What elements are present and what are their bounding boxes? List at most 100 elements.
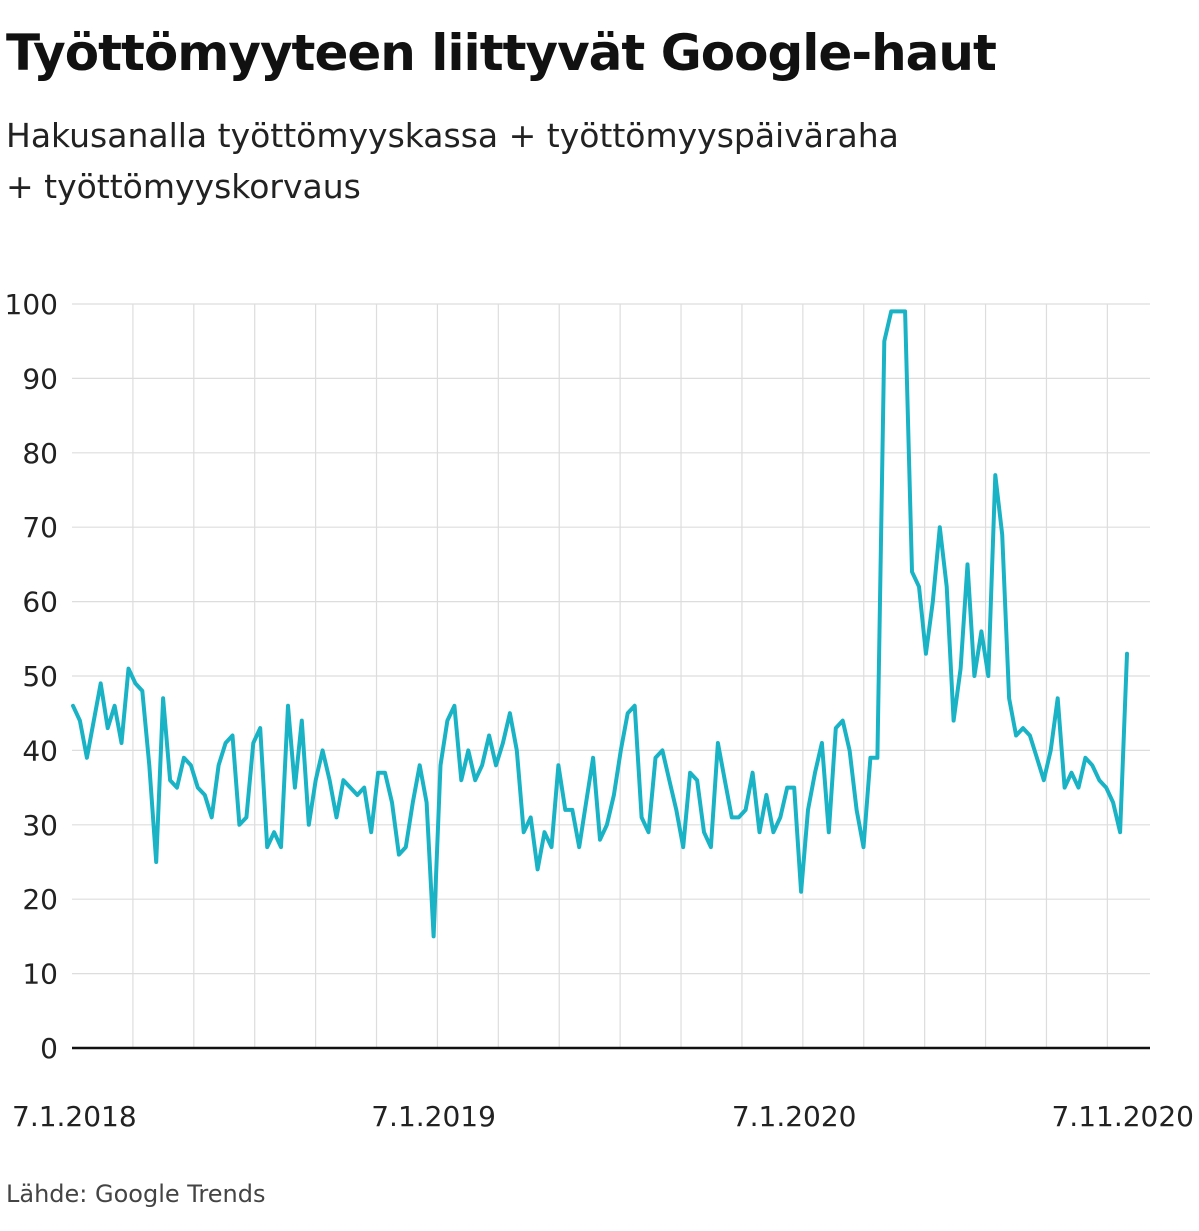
data-point bbox=[251, 741, 255, 745]
data-point bbox=[660, 748, 664, 752]
data-point bbox=[1070, 771, 1074, 775]
data-point bbox=[598, 838, 602, 842]
data-point bbox=[1104, 786, 1108, 790]
data-point bbox=[452, 704, 456, 708]
data-point bbox=[272, 830, 276, 834]
data-point bbox=[1125, 652, 1129, 656]
data-point bbox=[889, 309, 893, 313]
data-point bbox=[924, 652, 928, 656]
data-point bbox=[1118, 830, 1122, 834]
data-point bbox=[279, 845, 283, 849]
data-point bbox=[210, 815, 214, 819]
data-point bbox=[355, 793, 359, 797]
data-point bbox=[813, 771, 817, 775]
data-point bbox=[1097, 778, 1101, 782]
data-point bbox=[903, 309, 907, 313]
data-point bbox=[820, 741, 824, 745]
data-point bbox=[480, 763, 484, 767]
data-point bbox=[709, 845, 713, 849]
data-point bbox=[875, 756, 879, 760]
data-point bbox=[626, 711, 630, 715]
x-tick-label: 7.1.2019 bbox=[371, 1100, 496, 1133]
y-tick-label: 80 bbox=[22, 437, 58, 470]
data-point bbox=[341, 778, 345, 782]
data-point bbox=[314, 778, 318, 782]
data-point bbox=[972, 674, 976, 678]
data-point bbox=[189, 763, 193, 767]
data-point bbox=[591, 756, 595, 760]
y-tick-label: 20 bbox=[22, 883, 58, 916]
subtitle-line-1: Hakusanalla työttömyyskassa + työttömyys… bbox=[6, 116, 899, 155]
y-axis-tick-labels: 0 10 20 30 40 50 60 70 80 90 100 bbox=[5, 288, 58, 1065]
data-point bbox=[293, 786, 297, 790]
data-point bbox=[133, 681, 137, 685]
data-point bbox=[425, 800, 429, 804]
data-point bbox=[1049, 748, 1053, 752]
y-tick-label: 100 bbox=[5, 288, 58, 321]
data-point bbox=[321, 748, 325, 752]
data-point bbox=[612, 793, 616, 797]
data-point bbox=[265, 845, 269, 849]
data-point bbox=[619, 748, 623, 752]
data-point bbox=[1056, 696, 1060, 700]
chart-gridlines bbox=[72, 303, 1150, 1048]
data-point bbox=[1028, 734, 1032, 738]
data-point bbox=[78, 719, 82, 723]
data-point bbox=[335, 815, 339, 819]
data-point bbox=[1111, 800, 1115, 804]
data-point bbox=[1035, 756, 1039, 760]
data-point bbox=[411, 800, 415, 804]
data-point bbox=[570, 808, 574, 812]
data-point bbox=[730, 815, 734, 819]
y-tick-label: 0 bbox=[40, 1032, 58, 1065]
chart-title: Työttömyyteen liittyvät Google-haut bbox=[6, 24, 997, 82]
data-point bbox=[1000, 533, 1004, 537]
data-point bbox=[799, 890, 803, 894]
data-point bbox=[1042, 778, 1046, 782]
data-point bbox=[702, 830, 706, 834]
data-point bbox=[966, 562, 970, 566]
data-point bbox=[806, 808, 810, 812]
data-point bbox=[224, 741, 228, 745]
data-point bbox=[529, 815, 533, 819]
data-point bbox=[113, 704, 117, 708]
data-point bbox=[896, 309, 900, 313]
data-point bbox=[945, 585, 949, 589]
data-point bbox=[196, 786, 200, 790]
data-point bbox=[605, 823, 609, 827]
data-point bbox=[979, 629, 983, 633]
x-tick-label: 7.1.2018 bbox=[12, 1100, 137, 1133]
data-point bbox=[653, 756, 657, 760]
data-point bbox=[1021, 726, 1025, 730]
data-point bbox=[508, 711, 512, 715]
data-point bbox=[952, 719, 956, 723]
data-point bbox=[695, 778, 699, 782]
data-point bbox=[71, 704, 75, 708]
data-point bbox=[778, 815, 782, 819]
x-tick-label: 7.11.2020 bbox=[1051, 1100, 1194, 1133]
data-point bbox=[785, 786, 789, 790]
y-tick-label: 70 bbox=[22, 511, 58, 544]
data-point bbox=[515, 748, 519, 752]
data-point bbox=[993, 473, 997, 477]
data-point bbox=[237, 823, 241, 827]
data-point bbox=[390, 800, 394, 804]
data-point bbox=[1076, 786, 1080, 790]
x-axis-tick-labels: 7.1.2018 7.1.2019 7.1.2020 7.11.2020 bbox=[12, 1100, 1194, 1133]
data-point bbox=[855, 808, 859, 812]
data-point bbox=[466, 748, 470, 752]
data-point bbox=[834, 726, 838, 730]
y-tick-label: 90 bbox=[22, 362, 58, 395]
data-point bbox=[376, 771, 380, 775]
data-point bbox=[827, 830, 831, 834]
data-point bbox=[640, 815, 644, 819]
data-point bbox=[868, 756, 872, 760]
data-point bbox=[92, 719, 96, 723]
data-point bbox=[986, 674, 990, 678]
data-point bbox=[286, 704, 290, 708]
data-point bbox=[716, 741, 720, 745]
y-tick-label: 50 bbox=[22, 660, 58, 693]
data-point bbox=[397, 853, 401, 857]
data-point bbox=[175, 786, 179, 790]
data-point bbox=[217, 763, 221, 767]
